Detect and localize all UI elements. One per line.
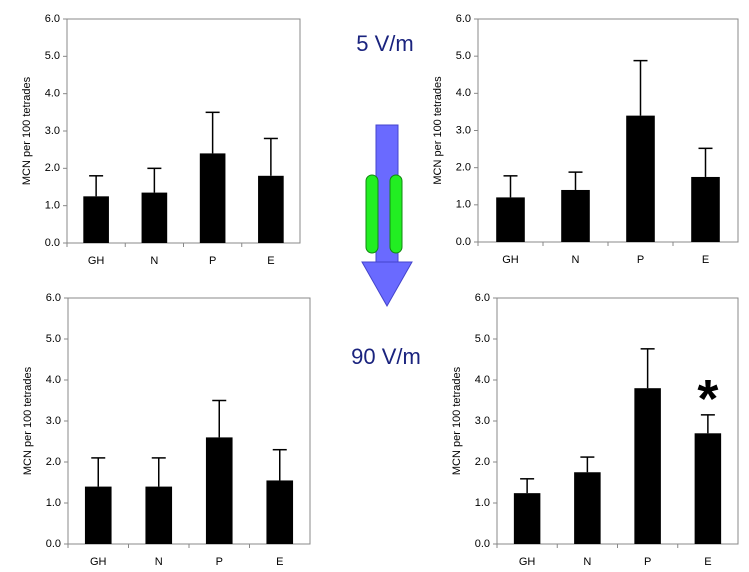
bar bbox=[574, 472, 601, 544]
significance-mark: * bbox=[697, 369, 718, 429]
x-tick-label: N bbox=[572, 254, 580, 266]
x-tick-label: GH bbox=[502, 254, 519, 266]
y-tick-label: 6.0 bbox=[456, 13, 471, 25]
x-tick-label: N bbox=[155, 556, 163, 568]
field-arrow bbox=[361, 124, 413, 308]
x-tick-label: N bbox=[150, 255, 158, 267]
bar bbox=[205, 437, 233, 544]
bar bbox=[626, 115, 655, 242]
bar bbox=[691, 176, 720, 242]
x-tick-label: E bbox=[702, 254, 709, 266]
y-axis-label: MCN per 100 tetrades bbox=[21, 76, 33, 185]
annotation: 90 V/m bbox=[351, 344, 421, 369]
bar bbox=[266, 480, 294, 544]
x-tick-label: P bbox=[216, 556, 223, 568]
y-tick-label: 5.0 bbox=[475, 333, 490, 345]
y-tick-label: 0.0 bbox=[475, 538, 490, 550]
y-tick-label: 4.0 bbox=[46, 374, 61, 386]
bar bbox=[84, 486, 112, 544]
y-tick-label: 5.0 bbox=[45, 50, 60, 62]
x-tick-label: GH bbox=[88, 255, 105, 267]
bar bbox=[694, 433, 722, 544]
x-tick-label: GH bbox=[90, 556, 107, 568]
y-tick-label: 3.0 bbox=[456, 124, 471, 136]
y-tick-label: 3.0 bbox=[46, 415, 61, 427]
x-tick-label: P bbox=[637, 254, 644, 266]
y-tick-label: 0.0 bbox=[45, 237, 60, 249]
y-tick-label: 5.0 bbox=[46, 333, 61, 345]
x-tick-label: E bbox=[267, 255, 274, 267]
y-tick-label: 3.0 bbox=[45, 125, 60, 137]
y-tick-label: 1.0 bbox=[46, 497, 61, 509]
y-tick-label: 4.0 bbox=[475, 374, 490, 386]
bar bbox=[258, 175, 284, 243]
y-tick-label: 1.0 bbox=[475, 497, 490, 509]
annotation: 5 V/m bbox=[356, 31, 413, 56]
x-tick-label: E bbox=[704, 556, 711, 568]
y-tick-label: 4.0 bbox=[456, 87, 471, 99]
y-axis-label: MCN per 100 tetrades bbox=[451, 366, 463, 475]
y-tick-label: 2.0 bbox=[456, 162, 471, 174]
x-tick-label: GH bbox=[519, 556, 536, 568]
y-tick-label: 6.0 bbox=[45, 13, 60, 25]
y-tick-label: 2.0 bbox=[45, 162, 60, 174]
y-tick-label: 1.0 bbox=[456, 199, 471, 211]
y-tick-label: 3.0 bbox=[475, 415, 490, 427]
bar bbox=[634, 388, 661, 544]
y-tick-label: 4.0 bbox=[45, 88, 60, 100]
bar bbox=[145, 486, 173, 544]
bar bbox=[496, 197, 525, 242]
y-tick-label: 6.0 bbox=[475, 292, 490, 304]
x-tick-label: N bbox=[583, 556, 591, 568]
bar bbox=[83, 196, 109, 243]
x-tick-label: P bbox=[209, 255, 216, 267]
x-tick-label: E bbox=[276, 556, 283, 568]
bar bbox=[513, 493, 541, 544]
y-tick-label: 5.0 bbox=[456, 50, 471, 62]
y-axis-label: MCN per 100 tetrades bbox=[22, 366, 34, 475]
x-tick-label: P bbox=[644, 556, 651, 568]
bar bbox=[199, 153, 226, 243]
y-axis-label: MCN per 100 tetrades bbox=[432, 76, 444, 185]
bar bbox=[141, 192, 168, 243]
y-tick-label: 2.0 bbox=[475, 456, 490, 468]
y-tick-label: 1.0 bbox=[45, 200, 60, 212]
y-tick-label: 0.0 bbox=[456, 236, 471, 248]
bar bbox=[561, 189, 590, 242]
y-tick-label: 2.0 bbox=[46, 456, 61, 468]
y-tick-label: 0.0 bbox=[46, 538, 61, 550]
y-tick-label: 6.0 bbox=[46, 292, 61, 304]
